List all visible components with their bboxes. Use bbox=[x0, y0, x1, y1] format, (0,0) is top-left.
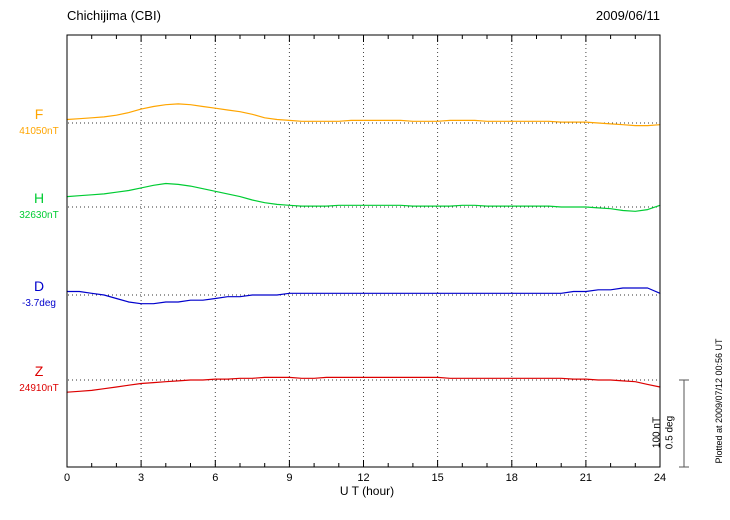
scale-bar-nt: 100 nT bbox=[651, 416, 663, 449]
channel-baseline-D: -3.7deg bbox=[22, 298, 56, 309]
scale-bar-deg: 0.5 deg bbox=[664, 415, 675, 450]
x-tick-label-9: 9 bbox=[286, 472, 292, 484]
x-tick-label-3: 3 bbox=[138, 472, 144, 484]
x-tick-label-15: 15 bbox=[431, 472, 443, 484]
channel-name-D: D bbox=[33, 278, 45, 294]
x-axis-label: U T (hour) bbox=[339, 484, 395, 498]
channel-baseline-Z: 24910nT bbox=[19, 383, 59, 394]
x-tick-label-24: 24 bbox=[654, 472, 666, 484]
channel-name-F: F bbox=[34, 106, 44, 122]
x-tick-label-18: 18 bbox=[506, 472, 518, 484]
channel-label-F: F 41050nT bbox=[8, 107, 70, 137]
trace-H bbox=[66, 182, 661, 212]
plotted-at-note: Plotted at 2009/07/12 00:56 UT bbox=[714, 338, 724, 464]
x-tick-label-12: 12 bbox=[357, 472, 369, 484]
scale-bar-label: 100 nT 0.5 deg bbox=[652, 403, 677, 463]
x-tick-label-6: 6 bbox=[212, 472, 218, 484]
trace-F bbox=[66, 103, 661, 127]
x-tick-label-0: 0 bbox=[64, 472, 70, 484]
x-tick-label-21: 21 bbox=[580, 472, 592, 484]
channel-name-Z: Z bbox=[34, 363, 44, 379]
channel-baseline-H: 32630nT bbox=[19, 210, 59, 221]
plot-date: 2009/06/11 bbox=[595, 8, 660, 23]
channel-label-D: D -3.7deg bbox=[8, 279, 70, 309]
plot-frame bbox=[66, 34, 661, 468]
trace-D bbox=[66, 287, 661, 305]
observatory-title: Chichijima (CBI) bbox=[67, 8, 161, 23]
channel-name-H: H bbox=[33, 190, 45, 206]
channel-label-Z: Z 24910nT bbox=[8, 364, 70, 394]
channel-baseline-F: 41050nT bbox=[19, 126, 59, 137]
channel-label-H: H 32630nT bbox=[8, 191, 70, 221]
trace-Z bbox=[66, 376, 661, 393]
